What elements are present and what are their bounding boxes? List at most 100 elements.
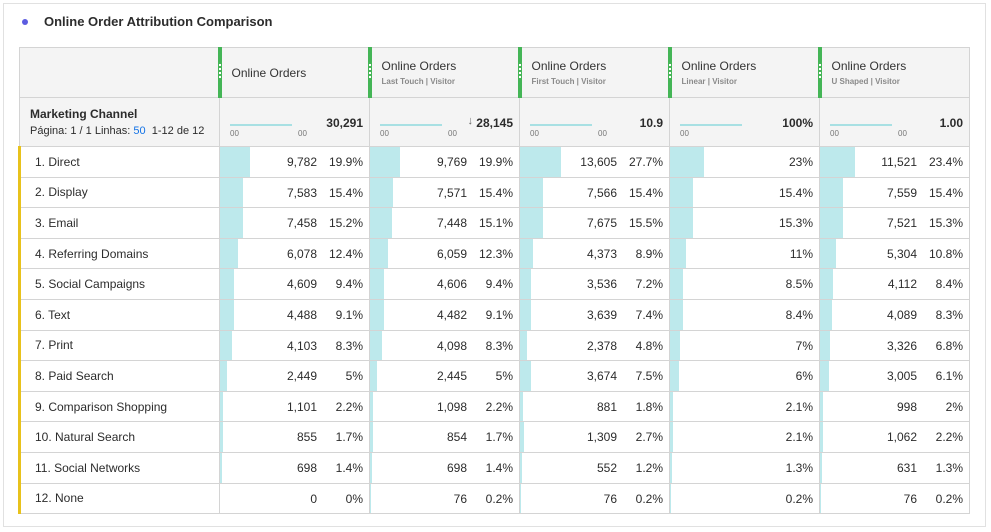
channel-label: 12. None bbox=[35, 491, 84, 506]
cell-value: 4,482 bbox=[436, 307, 467, 322]
drag-handle-icon[interactable] bbox=[818, 64, 821, 78]
drag-handle-icon[interactable] bbox=[368, 64, 371, 78]
cell-percent: 7.4% bbox=[635, 307, 663, 322]
metric-attribution: First Touch | Visitor bbox=[531, 77, 606, 86]
cell-value: 1,098 bbox=[436, 399, 467, 414]
channel-cell[interactable]: 3. Email bbox=[18, 207, 220, 239]
cell-percent: 5% bbox=[345, 369, 363, 384]
table-row[interactable]: 4. Referring Domains 6,078 12.4% 6,059 12.3%… bbox=[18, 237, 970, 270]
channel-cell[interactable]: 4. Referring Domains bbox=[18, 237, 220, 270]
channel-label: 10. Natural Search bbox=[35, 430, 136, 445]
cell-value: 4,112 bbox=[887, 277, 917, 292]
percent-bar bbox=[520, 208, 544, 238]
cell-percent: 2.1% bbox=[785, 399, 813, 414]
percent-bar bbox=[670, 422, 674, 452]
percent-bar bbox=[820, 391, 823, 422]
table-row[interactable]: 9. Comparison Shopping 1,101 2.2% 1,098 2.2%… bbox=[18, 390, 970, 423]
cell-percent: 15.1% bbox=[478, 216, 513, 231]
metric-cell: 698 1.4% bbox=[219, 451, 370, 484]
sparkline bbox=[380, 124, 442, 126]
percent-bar bbox=[670, 361, 679, 391]
percent-bar bbox=[220, 361, 228, 391]
metric-header-2[interactable]: Online Orders First Touch | Visitor bbox=[517, 47, 670, 98]
table-row[interactable]: 12. None 0 0% 76 0.2% 76 0.2% 0.2% 76 0.2% bbox=[18, 482, 970, 515]
percent-bar bbox=[220, 452, 223, 483]
metric-header-0[interactable]: Online Orders bbox=[217, 47, 370, 98]
table-row[interactable]: 3. Email 7,458 15.2% 7,448 15.1% 7,675 15.5% 15… bbox=[18, 207, 970, 239]
metric-cell: 23% bbox=[669, 146, 820, 178]
cell-value: 76 bbox=[903, 491, 917, 506]
channel-cell[interactable]: 2. Display bbox=[18, 176, 220, 209]
table-row[interactable]: 5. Social Campaigns 4,609 9.4% 4,606 9.4% 3,5… bbox=[18, 268, 970, 300]
channel-cell[interactable]: 12. None bbox=[18, 482, 220, 515]
cell-percent: 1.7% bbox=[335, 430, 363, 445]
metric-cell: 7,521 15.3% bbox=[819, 207, 970, 239]
cell-value: 881 bbox=[596, 399, 617, 414]
metric-header-4[interactable]: Online Orders U Shaped | Visitor bbox=[817, 47, 970, 98]
cell-percent: 0.2% bbox=[785, 491, 813, 506]
dimension-name[interactable]: Marketing Channel bbox=[30, 107, 138, 121]
metric-cell: 76 0.2% bbox=[519, 482, 670, 515]
metric-cell: 1.3% bbox=[669, 451, 820, 484]
channel-cell[interactable]: 5. Social Campaigns bbox=[18, 268, 220, 300]
percent-bar bbox=[670, 238, 687, 269]
cell-percent: 9.1% bbox=[485, 307, 513, 322]
cell-value: 855 bbox=[296, 430, 317, 445]
channel-cell[interactable]: 7. Print bbox=[18, 329, 220, 362]
cell-percent: 15.4% bbox=[628, 185, 663, 200]
metric-cell: 3,639 7.4% bbox=[519, 298, 670, 331]
channel-cell[interactable]: 10. Natural Search bbox=[18, 421, 220, 453]
axis-left-label: 00 bbox=[230, 129, 239, 138]
channel-cell[interactable]: 11. Social Networks bbox=[18, 451, 220, 484]
sort-descending-icon[interactable]: ↓ bbox=[467, 115, 474, 127]
percent-bar bbox=[220, 238, 239, 269]
cell-percent: 15.4% bbox=[478, 185, 513, 200]
channel-cell[interactable]: 1. Direct bbox=[18, 146, 220, 178]
metric-attribution: U Shaped | Visitor bbox=[831, 77, 900, 86]
percent-bar bbox=[370, 238, 389, 269]
cell-percent: 1.3% bbox=[785, 460, 813, 475]
table-row[interactable]: 11. Social Networks 698 1.4% 698 1.4% 552 1.2%… bbox=[18, 451, 970, 484]
channel-cell[interactable]: 8. Paid Search bbox=[18, 360, 220, 392]
drag-handle-icon[interactable] bbox=[518, 64, 521, 78]
metric-cell: 13,605 27.7% bbox=[519, 146, 670, 178]
cell-value: 9,782 bbox=[286, 155, 317, 169]
metric-header-3[interactable]: Online Orders Linear | Visitor bbox=[667, 47, 820, 98]
table-row[interactable]: 2. Display 7,583 15.4% 7,571 15.4% 7,566 15.4%… bbox=[18, 176, 970, 209]
drag-handle-icon[interactable] bbox=[668, 64, 671, 78]
percent-bar bbox=[520, 147, 562, 177]
channel-label: 5. Social Campaigns bbox=[35, 277, 146, 292]
metric-cell: 7,583 15.4% bbox=[219, 176, 370, 209]
percent-bar bbox=[370, 391, 374, 422]
drag-handle-icon[interactable] bbox=[218, 64, 221, 78]
table-row[interactable]: 10. Natural Search 855 1.7% 854 1.7% 1,309 2.7… bbox=[18, 421, 970, 453]
cell-percent: 0% bbox=[345, 491, 363, 506]
cell-value: 4,103 bbox=[286, 338, 317, 353]
cell-percent: 8.3% bbox=[935, 307, 963, 322]
metric-header-1[interactable]: Online Orders Last Touch | Visitor bbox=[367, 47, 520, 98]
percent-bar bbox=[670, 269, 683, 299]
table-row[interactable]: 8. Paid Search 2,449 5% 2,445 5% 3,674 7.5% 6% 3… bbox=[18, 360, 970, 392]
cell-value: 998 bbox=[896, 399, 917, 414]
axis-right-label: 00 bbox=[598, 129, 607, 138]
percent-bar bbox=[370, 361, 378, 391]
panel-title-text: Online Order Attribution Comparison bbox=[44, 14, 273, 29]
metric-cell: 8.4% bbox=[669, 298, 820, 331]
rows-per-page-select[interactable]: 50 bbox=[133, 125, 146, 137]
channel-label: 11. Social Networks bbox=[35, 460, 141, 475]
metric-cell: 11% bbox=[669, 237, 820, 270]
table-row[interactable]: 1. Direct 9,782 19.9% 9,769 19.9% 13,605 27.7%… bbox=[18, 146, 970, 178]
table-row[interactable]: 7. Print 4,103 8.3% 4,098 8.3% 2,378 4.8% 7% 3,3… bbox=[18, 329, 970, 362]
channel-cell[interactable]: 6. Text bbox=[18, 298, 220, 331]
metric-cell: 631 1.3% bbox=[819, 451, 970, 484]
metric-cell: 1,098 2.2% bbox=[369, 390, 520, 423]
channel-label: 4. Referring Domains bbox=[35, 246, 149, 261]
cell-percent: 4.8% bbox=[635, 338, 663, 353]
table-row[interactable]: 6. Text 4,488 9.1% 4,482 9.1% 3,639 7.4% 8.4% 4,… bbox=[18, 298, 970, 331]
axis-left-label: 00 bbox=[680, 129, 689, 138]
channel-cell[interactable]: 9. Comparison Shopping bbox=[18, 390, 220, 423]
metric-cell: 3,005 6.1% bbox=[819, 360, 970, 392]
metric-total-value: 28,145 bbox=[476, 116, 513, 130]
cell-value: 7,566 bbox=[586, 185, 617, 200]
cell-percent: 19.9% bbox=[328, 155, 363, 169]
